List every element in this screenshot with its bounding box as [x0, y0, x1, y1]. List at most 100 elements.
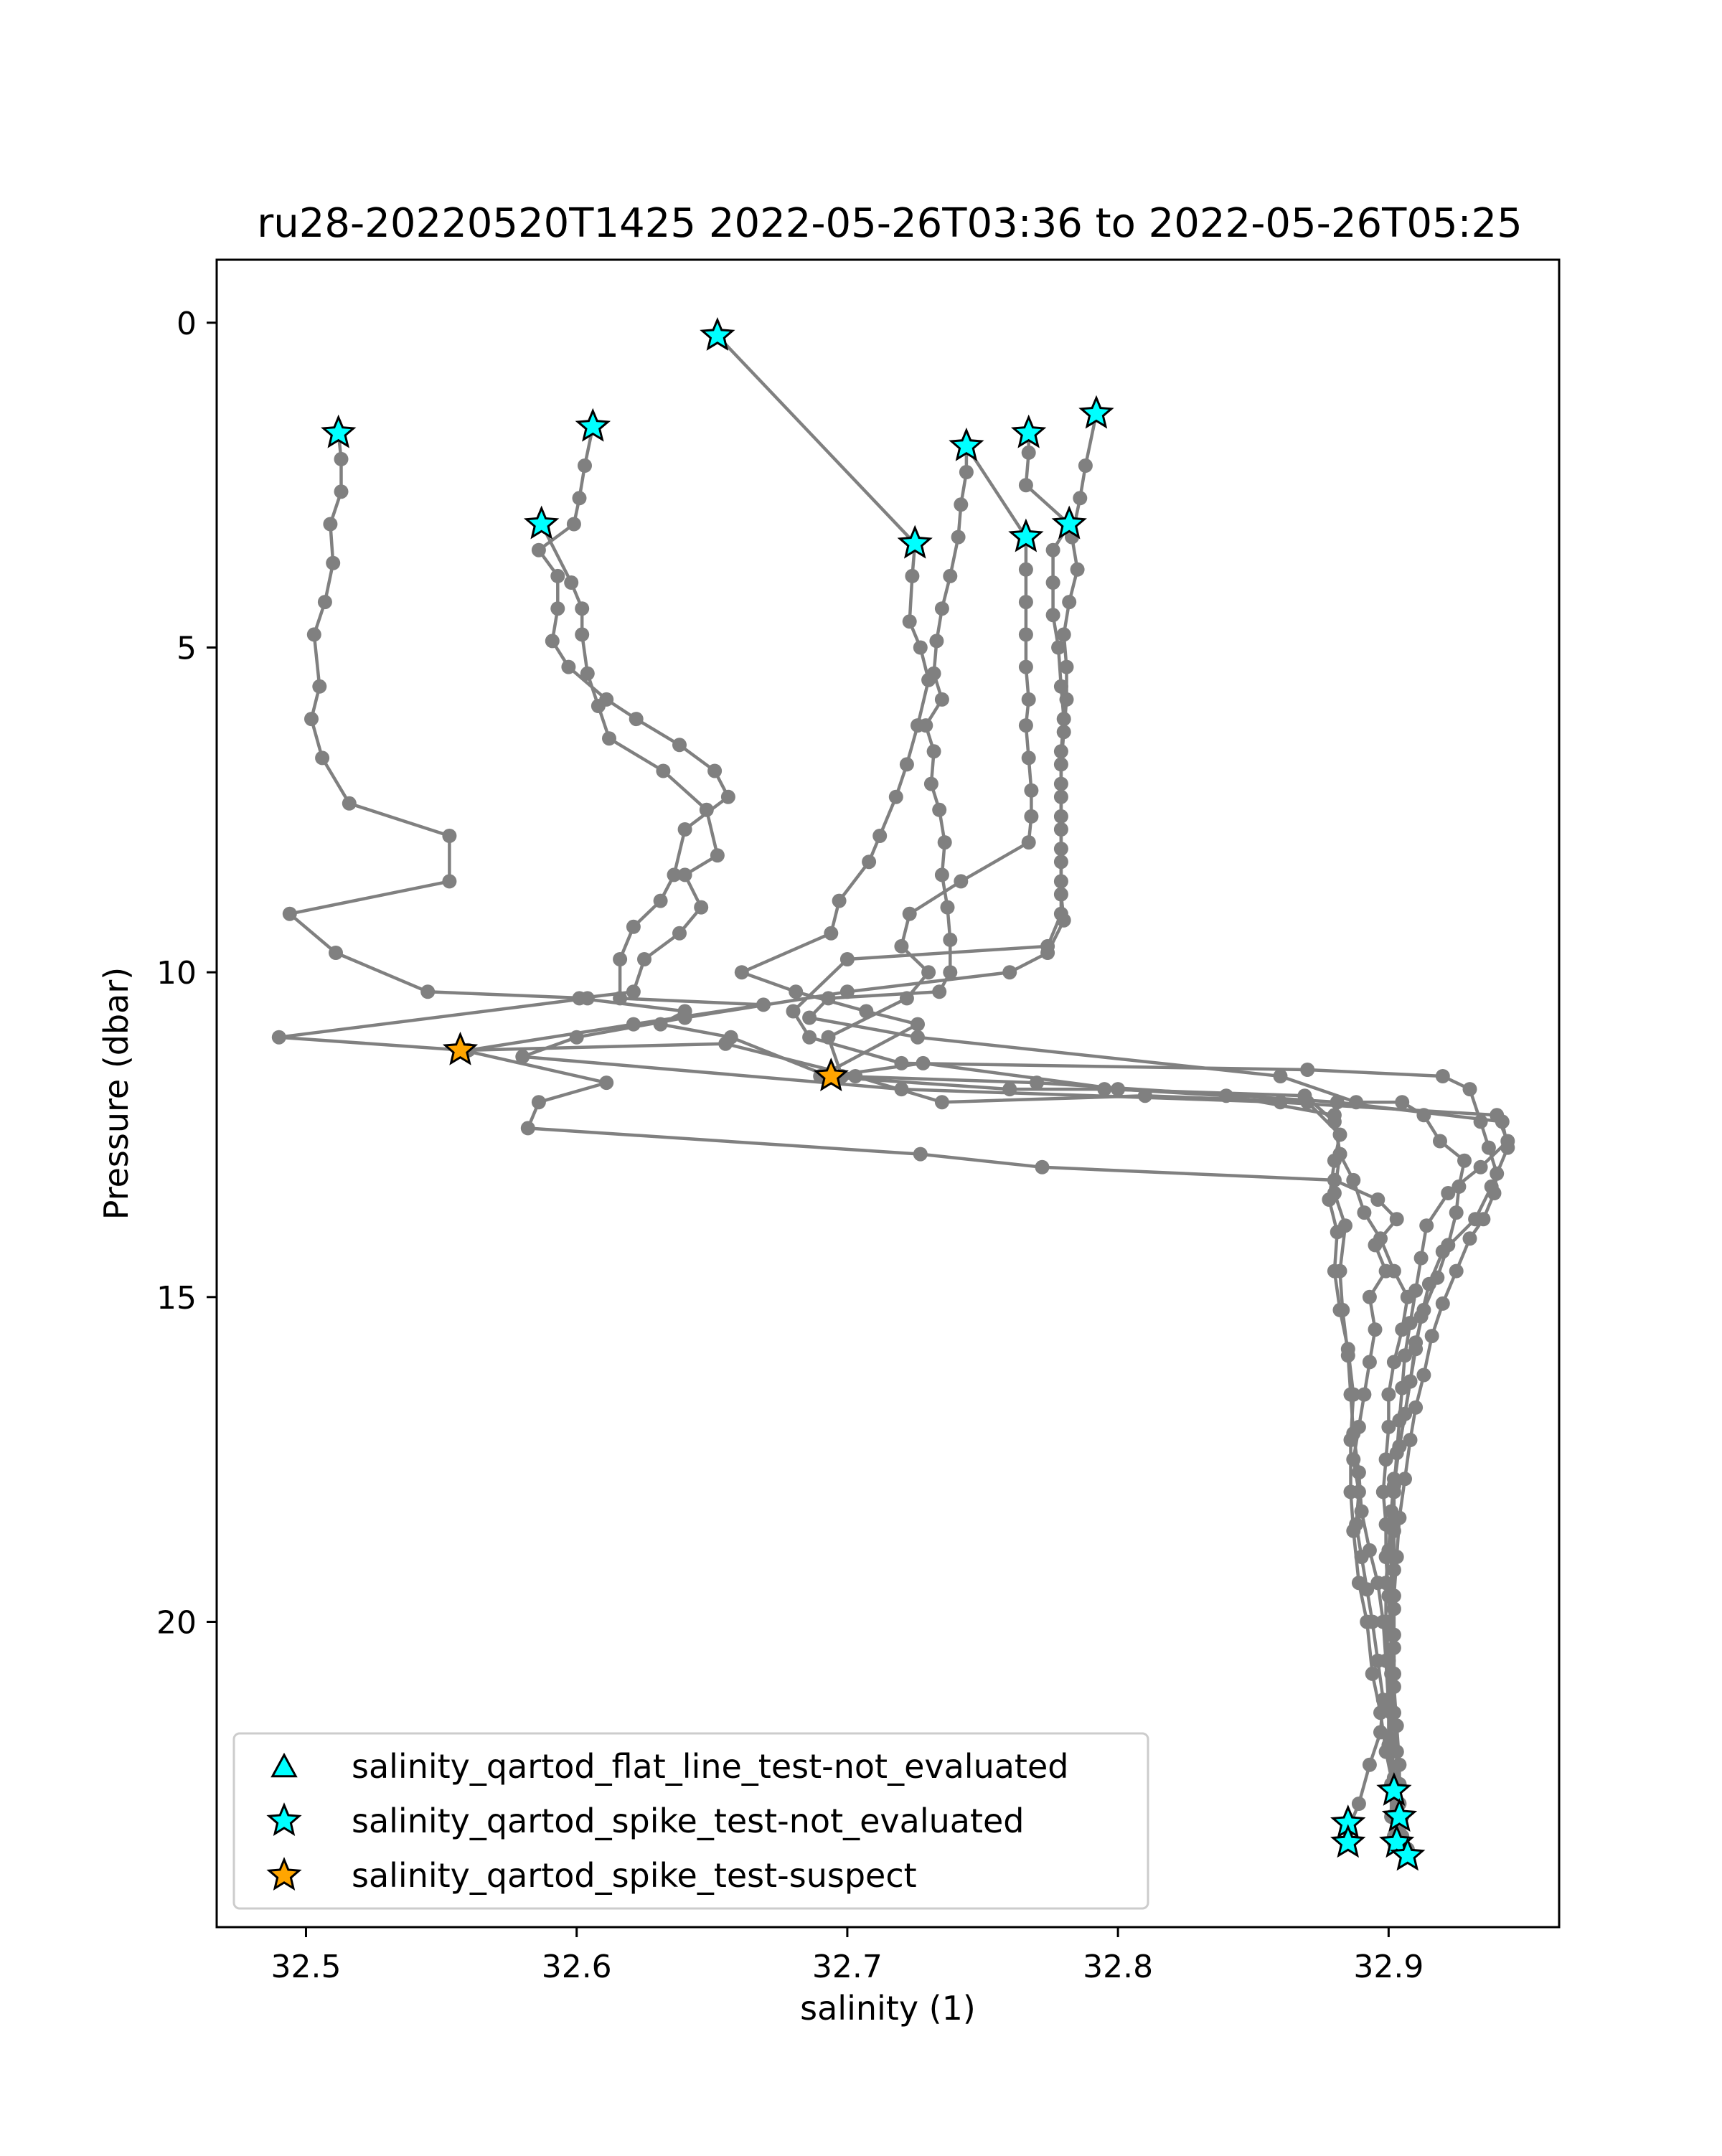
- profile-point: [940, 900, 955, 915]
- profile-point: [1435, 1296, 1450, 1311]
- profile-point: [932, 802, 947, 817]
- profile-point: [1024, 809, 1039, 824]
- profile-point: [1354, 1504, 1369, 1519]
- profile-point: [1421, 1276, 1436, 1291]
- profile-point: [1433, 1134, 1447, 1149]
- profile-point: [672, 738, 687, 753]
- profile-point: [1018, 659, 1033, 674]
- profile-point: [1340, 1348, 1355, 1363]
- profile-point: [442, 874, 457, 889]
- profile-point: [1018, 718, 1033, 733]
- flag-star-marker: [321, 414, 357, 448]
- flag-star-marker: [1051, 505, 1087, 540]
- profile-point: [550, 601, 565, 616]
- profile-point: [545, 634, 560, 649]
- profile-point: [1097, 1082, 1112, 1097]
- profile-point: [911, 1030, 925, 1045]
- profile-point: [1408, 1400, 1424, 1415]
- profile-point: [1059, 692, 1074, 707]
- profile-point: [1351, 1576, 1366, 1591]
- profile-point: [326, 555, 341, 570]
- profile-point: [1362, 1757, 1377, 1772]
- profile-point: [1395, 1380, 1410, 1395]
- profile-point: [667, 867, 682, 882]
- plot-frame: [215, 258, 1561, 1929]
- profile-point: [937, 835, 952, 850]
- profile-point: [1395, 1095, 1410, 1110]
- profile-point: [1403, 1433, 1418, 1447]
- profile-point: [1351, 1797, 1366, 1811]
- profile-point: [894, 938, 909, 954]
- profile-point: [1424, 1329, 1439, 1344]
- legend-star-icon: [266, 1802, 302, 1836]
- profile-point: [1332, 1263, 1347, 1279]
- profile-point: [789, 984, 804, 999]
- profile-point: [304, 712, 319, 727]
- profile-point: [786, 1004, 801, 1019]
- flag-star-marker: [897, 524, 933, 559]
- profile-point: [1386, 1523, 1401, 1538]
- profile-point: [1346, 1172, 1361, 1187]
- profile-point: [550, 568, 565, 583]
- profile-point: [342, 796, 357, 811]
- profile-point: [1021, 750, 1036, 766]
- profile-point: [1327, 1186, 1342, 1200]
- profile-point: [802, 1030, 817, 1045]
- profile-point: [720, 789, 735, 804]
- profile-point: [656, 763, 671, 778]
- profile-point: [1419, 1218, 1434, 1233]
- profile-point: [334, 484, 349, 499]
- profile-point: [959, 465, 974, 479]
- profile-point: [1346, 1523, 1361, 1538]
- profile-point: [1343, 1387, 1358, 1402]
- profile-point: [1056, 627, 1071, 642]
- profile-point: [1018, 478, 1033, 493]
- x-tick-label: 32.7: [812, 1949, 883, 1985]
- profile-point: [572, 991, 587, 1006]
- profile-point: [1024, 783, 1039, 798]
- y-axis-label: Pressure (dbar): [97, 967, 136, 1220]
- y-tick-label: 15: [156, 1280, 197, 1317]
- profile-point: [1018, 627, 1033, 642]
- profile-point: [1360, 1614, 1375, 1629]
- legend-item: salinity_qartod_spike_test-suspect: [266, 1856, 917, 1895]
- profile-point: [1398, 1348, 1412, 1363]
- profile-point: [943, 965, 958, 980]
- profile-point: [1378, 1452, 1393, 1467]
- profile-point: [954, 874, 969, 889]
- profile-point: [1381, 1387, 1396, 1402]
- profile-point: [1273, 1069, 1288, 1083]
- profile-point: [1384, 1666, 1399, 1681]
- profile-point: [1476, 1212, 1491, 1227]
- x-tick-label: 32.9: [1353, 1949, 1424, 1985]
- profile-point: [1435, 1069, 1450, 1083]
- profile-point: [1070, 562, 1085, 577]
- flag-star-marker: [1381, 1798, 1418, 1832]
- profile-point: [926, 666, 941, 681]
- profile-point: [1441, 1186, 1456, 1200]
- profile-point: [1378, 1576, 1393, 1591]
- profile-point: [929, 634, 944, 649]
- profile-point: [1381, 1419, 1396, 1434]
- x-tick-label: 32.6: [542, 1949, 612, 1985]
- profile-point: [1386, 1263, 1401, 1279]
- profile-point: [905, 568, 920, 583]
- profile-point: [1273, 1095, 1288, 1110]
- profile-point: [932, 984, 947, 999]
- profile-point: [323, 517, 338, 532]
- profile-point: [1384, 1744, 1399, 1759]
- profile-point: [329, 946, 343, 960]
- profile-point: [899, 757, 914, 772]
- profile-point: [1378, 1614, 1393, 1629]
- profile-point: [1386, 1680, 1401, 1694]
- profile-point: [1062, 595, 1077, 610]
- profile-point: [1462, 1231, 1477, 1246]
- flag-star-marker: [1008, 518, 1044, 552]
- flag-star-marker: [700, 317, 735, 351]
- profile-point: [1021, 445, 1036, 460]
- profile-point: [315, 750, 330, 766]
- profile-point: [602, 731, 616, 746]
- profile-point: [1413, 1309, 1429, 1324]
- profile-point: [1045, 608, 1060, 623]
